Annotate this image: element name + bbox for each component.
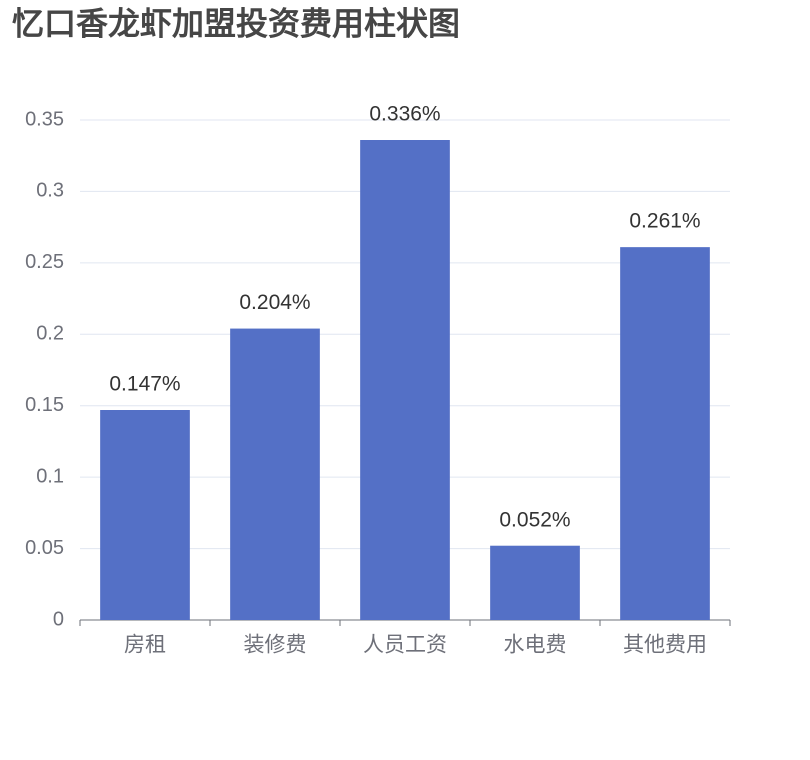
value-label: 0.261% [629, 210, 700, 233]
bar [620, 247, 710, 620]
y-tick-label: 0.35 [25, 108, 64, 130]
y-tick-label: 0.15 [25, 394, 64, 416]
value-label: 0.204% [239, 291, 310, 314]
value-label: 0.147% [109, 373, 180, 396]
bar [360, 140, 450, 620]
bar [230, 328, 320, 620]
bar [490, 545, 580, 620]
y-tick-label: 0.2 [36, 323, 64, 345]
y-tick-label: 0.05 [25, 537, 64, 559]
x-tick-label: 装修费 [244, 634, 307, 657]
x-tick-label: 其他费用 [623, 634, 707, 657]
y-tick-label: 0.1 [36, 465, 64, 487]
x-tick-label: 水电费 [504, 634, 567, 657]
x-tick-label: 房租 [124, 634, 166, 657]
value-label: 0.336% [369, 103, 440, 126]
y-tick-label: 0.3 [36, 180, 64, 202]
value-label: 0.052% [499, 508, 570, 531]
y-tick-label: 0.25 [25, 251, 64, 273]
chart-title: 忆口香龙虾加盟投资费用柱状图 [12, 5, 460, 41]
y-tick-label: 0 [53, 608, 64, 630]
x-tick-label: 人员工资 [363, 634, 447, 657]
bar [100, 410, 190, 620]
